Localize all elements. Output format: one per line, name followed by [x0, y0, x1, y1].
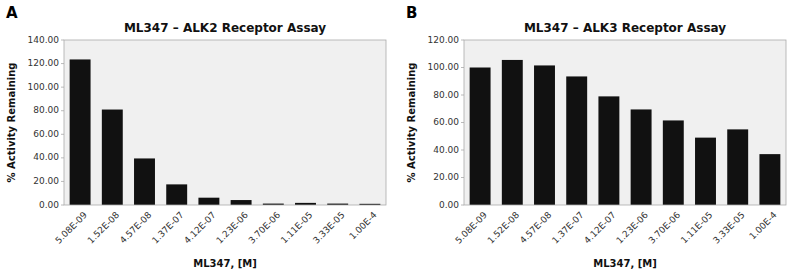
bar [631, 109, 652, 205]
y-tick-label: 0.00 [39, 200, 59, 210]
x-tick-label: 3.33E-05 [711, 210, 747, 246]
x-axis-label: ML347, [M] [593, 258, 657, 269]
x-tick-label: 1.11E-05 [679, 210, 715, 246]
x-tick-label: 5.08E-09 [453, 210, 489, 246]
bar [198, 198, 219, 205]
x-tick-label: 1.23E-06 [214, 210, 250, 246]
y-tick [61, 40, 64, 41]
figure: 0.00 20.00 40.00 60.00 80.00 100.00 120.00 140.… [0, 0, 800, 277]
panel: 0.00 20.00 40.00 60.00 80.00 100.00 120.00 140.… [6, 4, 386, 269]
bar [470, 68, 491, 206]
plot-background [64, 40, 386, 205]
y-tick [461, 177, 464, 178]
x-tick-label: 1.00E-4 [347, 210, 379, 242]
bar [102, 110, 123, 205]
y-tick [61, 87, 64, 88]
bar [598, 96, 619, 205]
y-tick-label: 40.00 [433, 145, 459, 155]
y-tick-label: 20.00 [433, 172, 459, 182]
y-tick-label: 140.00 [28, 35, 60, 45]
y-tick [61, 134, 64, 135]
plot-background [464, 40, 786, 205]
x-tick-label: 1.00E-4 [747, 210, 779, 242]
y-tick-label: 120.00 [428, 35, 460, 45]
bar [502, 60, 523, 205]
y-axis-label: % Activity Remaining [406, 62, 417, 182]
x-tick-label: 4.12E-07 [582, 210, 618, 246]
y-tick-label: 60.00 [433, 117, 459, 127]
bar [134, 158, 155, 205]
y-tick-label: 0.00 [439, 200, 459, 210]
y-tick-label: 80.00 [33, 105, 59, 115]
title: ML347 – ALK2 Receptor Assay [124, 21, 326, 35]
frame [464, 40, 786, 205]
x-tick-label: 3.33E-05 [311, 210, 347, 246]
bar [166, 184, 187, 205]
y-tick [461, 205, 464, 206]
x-tick-label: 1.37E-07 [150, 210, 186, 246]
y-tick [461, 40, 464, 41]
bar [759, 154, 780, 205]
x-tick-label: 3.70E-06 [247, 210, 283, 246]
panel-label: B [406, 4, 417, 22]
y-tick-label: 20.00 [33, 176, 59, 186]
y-axis-label: % Activity Remaining [6, 62, 17, 182]
panel-label: A [6, 4, 18, 22]
x-tick-label: 1.37E-07 [550, 210, 586, 246]
bar [534, 65, 555, 205]
y-tick-label: 120.00 [28, 58, 60, 68]
bar [695, 138, 716, 205]
y-tick [461, 67, 464, 68]
y-tick-label: 100.00 [28, 82, 60, 92]
y-tick [61, 110, 64, 111]
y-tick [61, 63, 64, 64]
x-tick-label: 1.11E-05 [279, 210, 315, 246]
y-tick [61, 181, 64, 182]
y-tick-label: 40.00 [33, 152, 59, 162]
title: ML347 – ALK3 Receptor Assay [524, 21, 726, 35]
bar [727, 129, 748, 205]
bar [231, 200, 252, 205]
x-tick-label: 3.70E-06 [647, 210, 683, 246]
x-axis-label: ML347, [M] [193, 258, 257, 269]
x-tick-label: 4.12E-07 [182, 210, 218, 246]
x-tick-label: 5.08E-09 [53, 210, 89, 246]
x-tick-label: 1.52E-08 [486, 210, 522, 246]
bar [566, 76, 587, 205]
bar [663, 120, 684, 205]
bar [70, 59, 91, 205]
y-tick [61, 157, 64, 158]
y-tick [461, 95, 464, 96]
bars [70, 59, 381, 205]
bars [470, 60, 781, 205]
x-tick-label: 4.57E-08 [518, 210, 554, 246]
x-tick-label: 1.23E-06 [614, 210, 650, 246]
y-tick-label: 100.00 [428, 62, 460, 72]
frame [64, 40, 386, 205]
x-tick-label: 1.52E-08 [86, 210, 122, 246]
panel: 0.00 20.00 40.00 60.00 80.00 100.00 120.00 5.08… [406, 4, 786, 269]
y-tick [461, 150, 464, 151]
y-tick-label: 80.00 [433, 90, 459, 100]
y-tick [461, 122, 464, 123]
y-tick [61, 205, 64, 206]
x-tick-label: 4.57E-08 [118, 210, 154, 246]
y-tick-label: 60.00 [33, 129, 59, 139]
